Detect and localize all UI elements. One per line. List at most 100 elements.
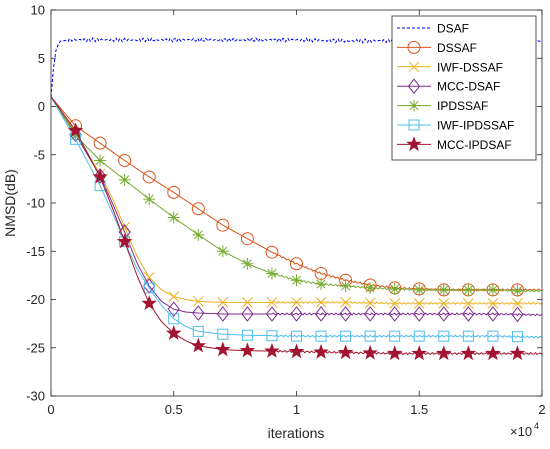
data-point-mcc-ipdsaf-11 (337, 344, 354, 360)
legend-entry-dssaf: DSSAF (397, 40, 477, 55)
data-point-ipdssaf-7 (241, 257, 254, 270)
legend-entry-iwf-ipdssaf: IWF-IPDSSAF (397, 119, 514, 133)
data-point-dssaf-9 (290, 257, 303, 271)
x-multiplier-base: ×10 (510, 424, 532, 439)
series-line-iwf-ipdssaf (50, 96, 543, 339)
series-layer (50, 36, 543, 361)
data-point-mcc-dsaf-1 (93, 168, 107, 184)
legend-entry-mcc-dsaf: MCC-DSAF (397, 78, 500, 95)
data-point-dssaf-3 (142, 170, 156, 184)
data-point-iwf-ipdssaf-13 (389, 330, 401, 342)
data-point-mcc-ipdsaf-5 (190, 337, 207, 353)
data-point-mcc-ipdsaf-2 (116, 233, 133, 249)
data-point-iwf-ipdssaf-7 (241, 329, 253, 341)
series-mcc-dsaf (50, 96, 543, 323)
data-point-iwf-ipdssaf-16 (462, 330, 474, 342)
legend-entries: DSAF DSSAF IWF-DSSAF MCC-DSAF IPDSSAF IWF-IPD… (397, 22, 514, 152)
data-point-iwf-ipdssaf-1 (94, 180, 106, 192)
series-iwf-dssaf (50, 96, 543, 309)
data-point-iwf-ipdssaf-3 (143, 282, 155, 294)
data-point-ipdssaf-13 (388, 282, 401, 295)
legend-marker-dssaf (407, 40, 421, 54)
y-tick-label: -5 (33, 147, 45, 162)
legend: DSAF DSSAF IWF-DSSAF MCC-DSAF IPDSSAF IWF-IPD… (391, 15, 537, 161)
data-point-ipdssaf-14 (413, 283, 426, 296)
data-point-iwf-dssaf-15 (438, 298, 450, 309)
data-point-ipdssaf-1 (94, 154, 107, 167)
legend-label-mcc-ipdsaf: MCC-IPDSAF (437, 138, 512, 152)
data-point-dssaf-8 (265, 245, 279, 259)
data-point-ipdssaf-17 (486, 283, 499, 296)
series-mcc-ipdsaf (50, 96, 543, 361)
data-point-mcc-ipdsaf-9 (288, 343, 305, 359)
data-point-iwf-dssaf-12 (364, 297, 376, 309)
data-point-mcc-ipdsaf-1 (92, 168, 108, 184)
legend-box (391, 15, 537, 161)
data-point-mcc-ipdsaf-17 (485, 345, 501, 361)
data-point-dssaf-4 (167, 185, 181, 199)
data-point-mcc-ipdsaf-10 (313, 343, 329, 359)
legend-entry-dsaf: DSAF (397, 22, 469, 36)
data-point-iwf-dssaf-7 (242, 297, 253, 308)
data-point-ipdssaf-9 (290, 274, 303, 287)
legend-marker-iwf-ipdssaf (408, 119, 420, 131)
data-point-mcc-ipdsaf-8 (264, 342, 280, 358)
data-point-ipdssaf-4 (167, 211, 180, 224)
x-axis-label: iterations (268, 425, 325, 441)
data-point-iwf-dssaf-14 (413, 298, 425, 309)
data-point-mcc-dsaf-9 (290, 306, 303, 322)
data-point-mcc-ipdsaf-0 (67, 122, 84, 138)
data-point-mcc-dsaf-15 (437, 306, 450, 322)
data-point-mcc-dsaf-6 (216, 306, 229, 322)
data-point-iwf-ipdssaf-14 (413, 330, 425, 342)
data-point-mcc-dsaf-12 (364, 306, 377, 322)
data-point-iwf-dssaf-4 (168, 291, 180, 302)
ticks-layer (50, 9, 543, 397)
data-point-ipdssaf-16 (462, 283, 475, 296)
y-tick-label: -30 (26, 389, 45, 404)
legend-entry-ipdssaf: IPDSSAF (397, 99, 488, 113)
data-point-mcc-ipdsaf-15 (436, 345, 452, 361)
y-tick-label: -25 (26, 340, 45, 355)
series-line-mcc-dsaf (50, 96, 543, 317)
data-point-ipdssaf-15 (437, 283, 450, 296)
legend-marker-ipdssaf (408, 99, 420, 112)
data-point-iwf-dssaf-16 (462, 298, 474, 309)
legend-marker-mcc-dsaf (407, 78, 421, 95)
legend-marker-iwf-dssaf (408, 61, 420, 73)
legend-label-ipdssaf: IPDSSAF (437, 99, 488, 113)
y-tick-label: -15 (26, 244, 45, 259)
data-point-iwf-dssaf-11 (340, 297, 351, 308)
y-tick-label: -10 (26, 196, 45, 211)
data-point-dssaf-7 (240, 232, 254, 246)
tick-labels-layer: 0 0.5 1 1.5 2 -30 -25 -20 -15 -10 -5 0 5 10 (26, 3, 545, 418)
x-tick-label: 1 (293, 402, 300, 417)
data-point-mcc-ipdsaf-18 (509, 345, 526, 361)
data-point-ipdssaf-2 (118, 173, 131, 186)
data-point-iwf-dssaf-5 (192, 296, 204, 307)
data-point-dssaf-2 (118, 154, 132, 168)
data-point-mcc-dsaf-4 (167, 301, 180, 317)
data-point-mcc-ipdsaf-4 (165, 325, 182, 340)
series-iwf-ipdssaf (50, 96, 543, 343)
data-point-iwf-dssaf-8 (266, 297, 278, 308)
data-point-ipdssaf-5 (192, 228, 205, 241)
data-point-iwf-ipdssaf-8 (266, 330, 278, 342)
data-point-ipdssaf-0 (69, 129, 82, 142)
data-point-iwf-ipdssaf-17 (487, 330, 499, 342)
data-point-mcc-ipdsaf-13 (386, 345, 403, 361)
data-point-iwf-ipdssaf-4 (168, 313, 180, 325)
legend-entry-iwf-dssaf: IWF-DSSAF (397, 60, 503, 74)
legend-label-dsaf: DSAF (437, 22, 469, 36)
data-point-iwf-dssaf-13 (389, 298, 401, 309)
data-point-iwf-dssaf-17 (487, 298, 499, 309)
data-point-mcc-dsaf-18 (511, 306, 524, 323)
data-point-iwf-ipdssaf-10 (315, 330, 327, 342)
data-point-iwf-dssaf-6 (217, 297, 229, 308)
x-tick-label: 0 (47, 402, 54, 417)
data-point-mcc-dsaf-10 (314, 306, 328, 322)
legend-label-mcc-dsaf: MCC-DSAF (437, 80, 500, 94)
data-point-ipdssaf-18 (511, 284, 524, 297)
legend-label-dssaf: DSSAF (437, 41, 477, 55)
